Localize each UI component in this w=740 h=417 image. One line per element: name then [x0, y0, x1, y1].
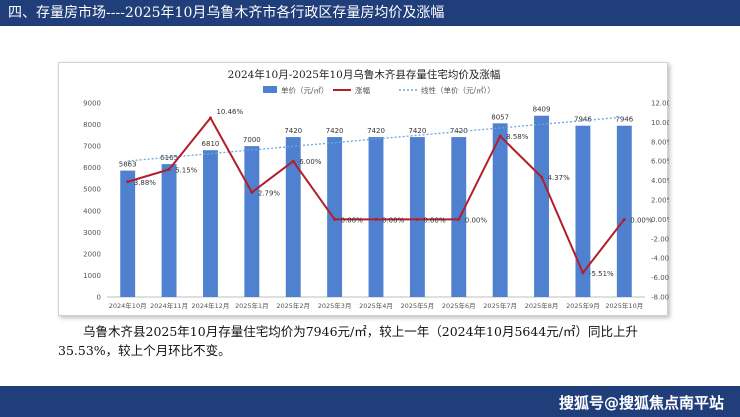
watermark: 搜狐号@搜狐焦点南平站 [558, 394, 724, 412]
bar-data-label: 7420 [326, 127, 344, 135]
legend-swatch-bar [263, 86, 277, 93]
x-tick-label: 2025年9月 [566, 301, 600, 310]
y-right-tick-label: 8.00% [651, 138, 669, 146]
change-data-label: 3.88% [134, 179, 157, 187]
bar [492, 123, 508, 297]
y-right-tick-label: 4.00% [651, 177, 669, 185]
bar [451, 137, 467, 297]
x-tick-label: 2025年8月 [525, 301, 559, 310]
y-left-tick-label: 0 [97, 294, 101, 302]
y-left-tick-label: 8000 [83, 121, 101, 129]
x-tick-label: 2025年6月 [442, 301, 476, 310]
x-tick-label: 2024年11月 [150, 301, 188, 310]
bar-data-label: 7000 [243, 136, 261, 144]
change-data-label: 0.00% [341, 216, 364, 224]
description-text: 乌鲁木齐县2025年10月存量住宅均价为7946元/㎡，较上一年（2024年10… [58, 324, 638, 358]
x-tick-label: 2025年5月 [401, 301, 435, 310]
x-tick-label: 2025年4月 [359, 301, 393, 310]
change-data-label: 4.37% [548, 174, 571, 182]
y-right-tick-label: 6.00% [651, 158, 669, 166]
bar-data-label: 5863 [119, 161, 137, 169]
bar [327, 137, 343, 297]
x-tick-label: 2025年2月 [276, 301, 310, 310]
y-right-tick-label: -2.00% [651, 235, 669, 243]
legend-label-trend: 线性（单价（元/㎡）） [421, 85, 495, 95]
bar [368, 137, 384, 297]
page-title: 四、存量房市场----2025年10月乌鲁木齐市各行政区存量房均价及涨幅 [8, 5, 445, 21]
y-left-tick-label: 5000 [83, 186, 101, 194]
bar-data-label: 8057 [491, 113, 509, 121]
bar-data-label: 6810 [202, 140, 220, 148]
change-point [126, 180, 130, 184]
bar [120, 170, 136, 297]
legend-label-bar: 单价（元/㎡） [281, 85, 329, 95]
y-left-tick-label: 9000 [83, 100, 101, 108]
change-data-label: 6.00% [299, 158, 322, 166]
change-data-label: 10.46% [216, 108, 243, 116]
change-data-label: 0.00% [423, 216, 446, 224]
x-tick-label: 2024年10月 [109, 301, 147, 310]
change-data-label: -5.51% [589, 270, 614, 278]
change-point [581, 271, 585, 275]
y-right-tick-label: 2.00% [651, 197, 669, 205]
chart-panel: 2024年10月-2025年10月乌鲁木齐县存量住宅均价及涨幅单价（元/㎡） 涨幅… [58, 62, 669, 316]
change-data-label: 0.00% [465, 216, 488, 224]
change-point [333, 217, 337, 221]
change-data-label: 0.00% [630, 216, 653, 224]
bar-data-label: 7420 [408, 127, 426, 135]
change-data-label: 8.58% [506, 133, 529, 141]
y-right-tick-label: 10.00% [651, 119, 669, 127]
bar [161, 164, 177, 297]
bar-data-label: 7946 [615, 116, 633, 124]
x-tick-label: 2025年10月 [605, 301, 643, 310]
bar-data-label: 7420 [284, 127, 302, 135]
change-point [291, 159, 295, 163]
x-tick-label: 2025年7月 [483, 301, 517, 310]
y-right-tick-label: 0.00% [651, 216, 669, 224]
change-data-label: 2.79% [258, 189, 281, 197]
y-right-tick-label: 12.00% [651, 100, 669, 108]
change-point [208, 116, 212, 120]
y-right-tick-label: -8.00% [651, 294, 669, 302]
change-point [540, 175, 544, 179]
y-left-tick-label: 4000 [83, 207, 101, 215]
y-left-tick-label: 6000 [83, 164, 101, 172]
bar [575, 125, 591, 297]
change-point [622, 217, 626, 221]
bar-data-label: 6165 [160, 154, 178, 162]
y-left-tick-label: 7000 [83, 143, 101, 151]
y-right-tick-label: -6.00% [651, 274, 669, 282]
chart-title: 2024年10月-2025年10月乌鲁木齐县存量住宅均价及涨幅 [228, 68, 501, 81]
change-data-label: 0.00% [382, 216, 405, 224]
bar [244, 146, 260, 297]
change-data-label: 5.15% [175, 166, 198, 174]
bar-data-label: 8409 [533, 106, 551, 114]
y-left-tick-label: 3000 [83, 229, 101, 237]
change-point [457, 217, 461, 221]
x-tick-label: 2025年1月 [235, 301, 269, 310]
bar [616, 125, 632, 297]
y-right-tick-label: -4.00% [651, 255, 669, 263]
bar [285, 137, 301, 297]
x-tick-label: 2025年3月 [318, 301, 352, 310]
bar [409, 137, 425, 297]
y-left-tick-label: 1000 [83, 272, 101, 280]
bar-data-label: 7946 [574, 116, 592, 124]
bar [534, 115, 549, 297]
page-footer: 搜狐号@搜狐焦点南平站 [0, 386, 740, 417]
y-left-tick-label: 2000 [83, 250, 101, 258]
legend-label-line: 涨幅 [355, 85, 370, 95]
bar-data-label: 7420 [367, 127, 385, 135]
bar [203, 150, 218, 297]
page-header: 四、存量房市场----2025年10月乌鲁木齐市各行政区存量房均价及涨幅 [0, 0, 740, 26]
trend-line [127, 116, 625, 162]
change-point [374, 217, 378, 221]
change-point [498, 134, 502, 138]
change-point [250, 190, 254, 194]
x-tick-label: 2024年12月 [192, 301, 230, 310]
change-point [167, 167, 171, 171]
change-point [415, 217, 419, 221]
